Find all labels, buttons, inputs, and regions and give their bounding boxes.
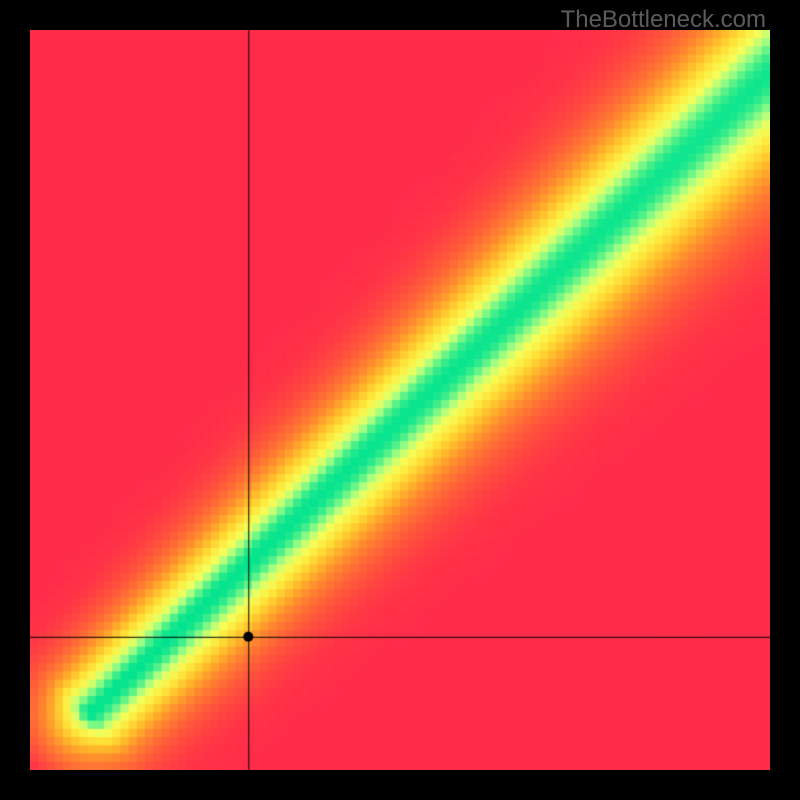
bottleneck-heatmap xyxy=(30,30,770,770)
heatmap-canvas xyxy=(30,30,770,770)
watermark-text: TheBottleneck.com xyxy=(561,6,766,34)
